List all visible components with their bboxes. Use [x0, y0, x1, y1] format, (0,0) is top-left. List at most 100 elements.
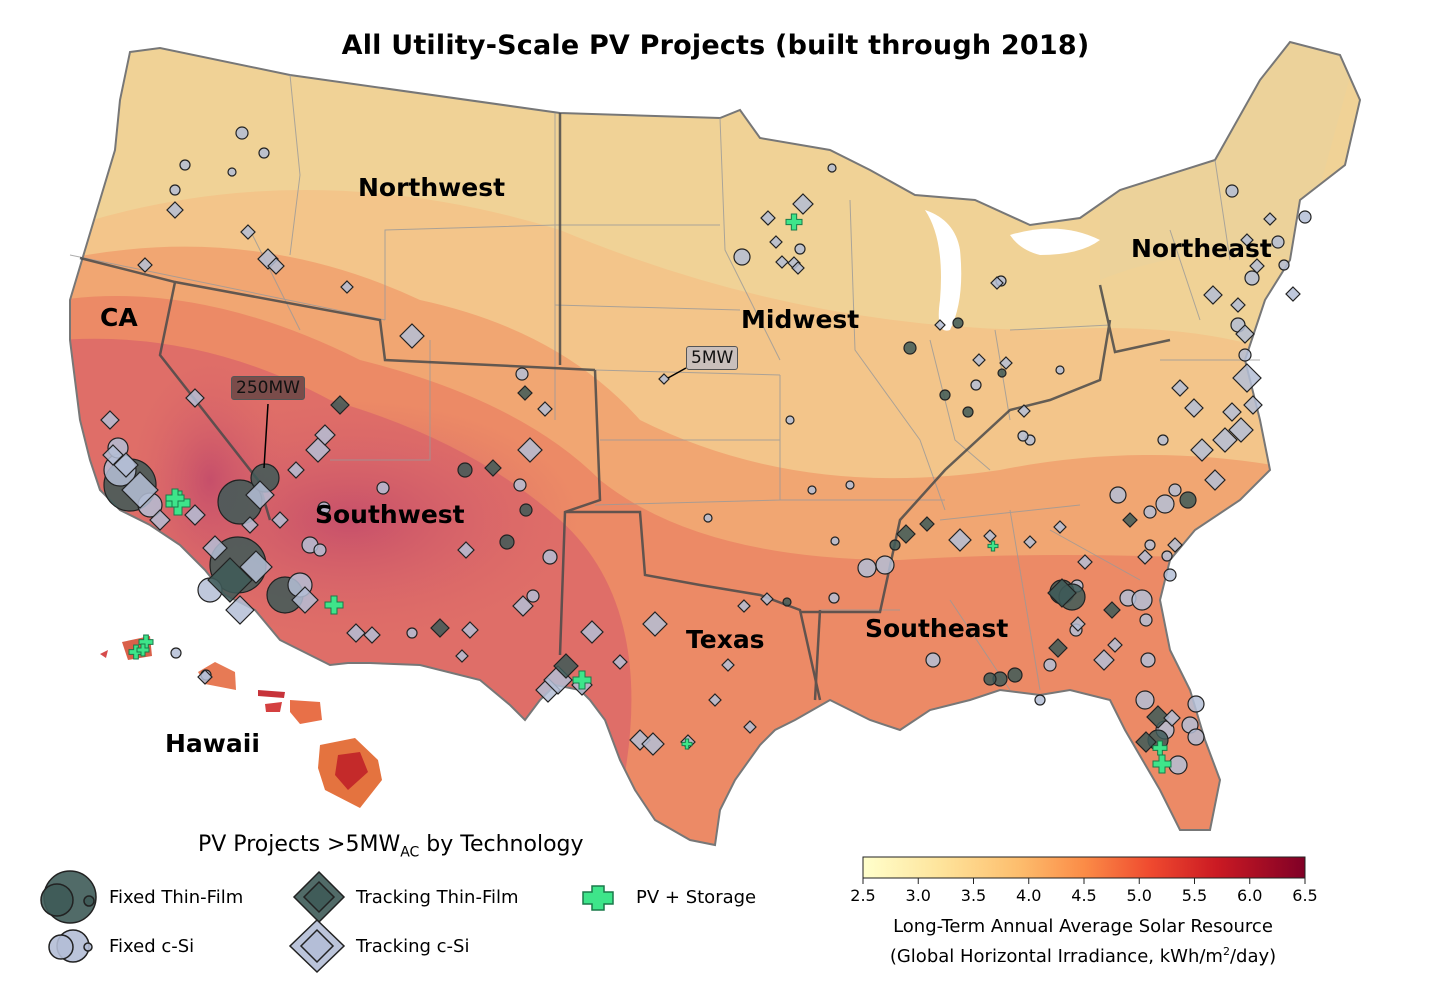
project-marker-fixed: [1238, 348, 1252, 362]
project-marker-fixed: [827, 163, 837, 173]
project-marker-pv-storage: [1152, 754, 1172, 774]
region-label-midwest: Midwest: [741, 305, 860, 334]
project-marker-tracking: [1204, 469, 1226, 491]
colorbar-tick-label: 4.5: [1071, 886, 1097, 905]
region-label-southwest: Southwest: [315, 500, 465, 529]
project-marker-pv-storage: [324, 595, 344, 615]
project-marker-fixed: [170, 647, 182, 659]
project-marker-tracking: [267, 257, 285, 275]
project-marker-fixed: [1187, 728, 1205, 746]
project-marker-fixed: [1043, 658, 1057, 672]
legend-label-pv-storage: PV + Storage: [636, 887, 757, 908]
project-marker-fixed: [235, 126, 249, 140]
project-marker-tracking: [737, 599, 751, 613]
project-marker-tracking: [184, 504, 206, 526]
colorbar-tick-label: 3.0: [905, 886, 931, 905]
project-marker-tracking: [1232, 363, 1262, 393]
project-marker-tracking: [612, 654, 628, 670]
project-marker-fixed: [794, 243, 806, 255]
project-marker-fixed: [1140, 652, 1156, 668]
project-marker-tracking: [1023, 535, 1037, 549]
project-marker-tracking: [642, 611, 668, 637]
project-marker-tracking: [537, 401, 553, 417]
project-marker-tracking: [346, 623, 366, 643]
project-marker-tracking: [1146, 705, 1170, 729]
project-marker-fixed: [1187, 695, 1205, 713]
project-marker-tracking: [1093, 649, 1115, 671]
project-marker-tracking: [1285, 286, 1301, 302]
project-marker-fixed: [1155, 494, 1175, 514]
region-label-northwest: Northwest: [358, 173, 506, 202]
project-marker-fixed: [1163, 568, 1177, 582]
region-label-northeast: Northeast: [1131, 234, 1272, 263]
project-marker-tracking: [934, 319, 946, 331]
project-marker-fixed: [227, 167, 237, 177]
callout-250mw: 250MW: [231, 376, 305, 400]
project-marker-fixed: [258, 147, 270, 159]
project-marker-pv-storage: [987, 540, 999, 552]
project-marker-tracking: [1228, 417, 1254, 443]
project-marker-tracking: [102, 444, 124, 466]
project-marker-tracking: [225, 595, 255, 625]
project-marker-tracking: [271, 511, 289, 529]
project-marker-fixed: [1034, 694, 1046, 706]
project-marker-fixed: [1055, 365, 1065, 375]
project-marker-tracking: [1077, 554, 1093, 570]
project-marker-tracking: [769, 235, 783, 249]
project-marker-tracking: [512, 595, 534, 617]
project-marker-tracking: [919, 516, 935, 532]
colorbar-tick-label: 5.0: [1126, 886, 1152, 905]
project-marker-fixed: [1271, 235, 1285, 249]
project-marker-tracking: [1048, 638, 1068, 658]
project-marker-tracking: [517, 437, 543, 463]
project-marker-tracking: [239, 550, 273, 584]
project-marker-tracking: [1017, 404, 1031, 418]
project-marker-fixed: [542, 549, 558, 565]
project-marker-tracking: [330, 395, 350, 415]
project-marker-fixed: [1244, 270, 1260, 286]
colorbar-tick-label: 5.5: [1181, 886, 1208, 905]
map-title: All Utility-Scale PV Projects (built thr…: [341, 30, 1090, 61]
project-marker-tracking: [457, 541, 475, 559]
project-marker-pv-storage: [681, 738, 693, 750]
project-marker-tracking: [658, 373, 670, 385]
project-marker-tracking: [1240, 233, 1254, 247]
project-marker-fixed: [1143, 505, 1157, 519]
project-marker-pv-storage: [136, 643, 150, 657]
project-marker-tracking: [166, 201, 184, 219]
project-marker-fixed: [169, 184, 181, 196]
project-marker-tracking: [185, 388, 205, 408]
project-marker-fixed: [1161, 550, 1173, 562]
project-marker-pv-storage: [165, 488, 185, 508]
legend-label-tracking-csi: Tracking c-Si: [356, 936, 470, 957]
project-marker-fixed: [317, 501, 331, 515]
project-marker-fixed: [179, 159, 191, 171]
project-marker-fixed: [970, 379, 982, 391]
project-marker-fixed: [857, 558, 877, 578]
project-marker-tracking: [972, 353, 986, 367]
project-marker-tracking: [1070, 616, 1086, 632]
region-label-hawaii: Hawaii: [165, 729, 260, 758]
legend-label-fixed-thin-film: Fixed Thin-Film: [109, 887, 244, 908]
project-marker-fixed: [1179, 491, 1197, 509]
project-marker-tracking: [399, 323, 425, 349]
project-marker-tracking: [113, 452, 139, 478]
project-marker-tracking: [1243, 395, 1263, 415]
colorbar-tick-label: 2.5: [850, 886, 876, 905]
project-marker-tracking: [743, 720, 757, 734]
project-marker-fixed: [1298, 210, 1312, 224]
colorbar-tick-label: 4.0: [1016, 886, 1042, 905]
project-marker-tracking: [287, 461, 305, 479]
project-marker-tracking: [202, 535, 228, 561]
project-marker-tracking: [1122, 512, 1138, 528]
project-marker-tracking: [340, 280, 354, 294]
project-marker-tracking: [792, 193, 814, 215]
callout-leaders: [263, 367, 687, 469]
project-marker-fixed: [376, 481, 390, 495]
project-marker-fixed: [519, 503, 533, 517]
project-marker-tracking: [207, 557, 253, 603]
project-marker-tracking: [1263, 212, 1277, 226]
project-marker-fixed: [807, 485, 817, 495]
project-marker-fixed: [1278, 259, 1290, 271]
